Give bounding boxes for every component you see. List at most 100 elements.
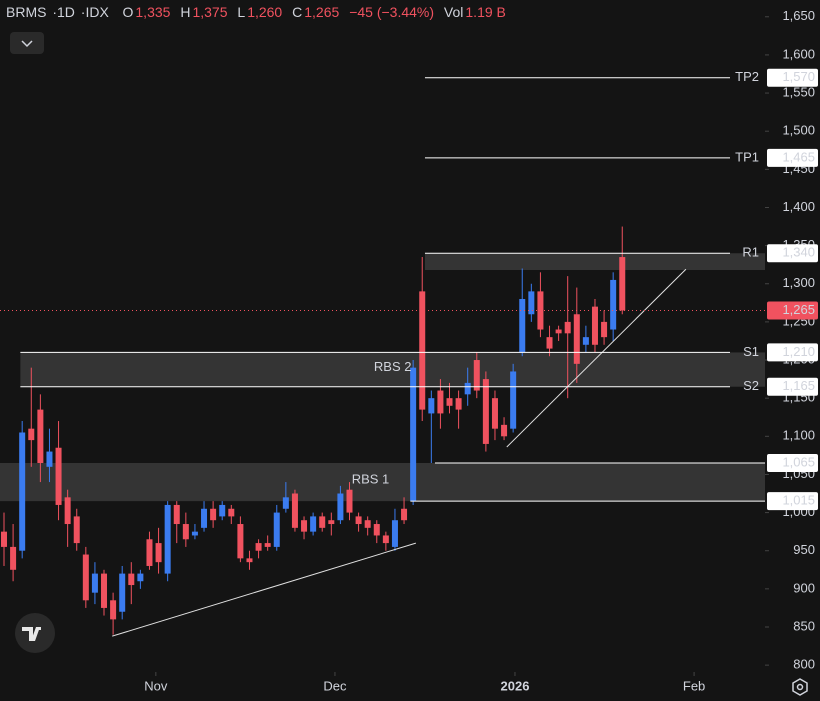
open-key: O xyxy=(122,4,134,20)
level-name: S2 xyxy=(743,378,759,393)
candle-body xyxy=(564,321,571,334)
open-value: 1,335 xyxy=(135,4,171,20)
candle-body xyxy=(591,306,598,345)
candle-body xyxy=(301,520,308,532)
collapse-button[interactable] xyxy=(10,32,44,54)
high-key: H xyxy=(180,4,191,20)
level-badge-label: 1,340 xyxy=(782,245,815,260)
candle-body xyxy=(319,516,326,528)
candle-body xyxy=(491,398,498,429)
candle-body xyxy=(473,360,480,391)
exchange: IDX xyxy=(77,4,109,20)
candle-body xyxy=(273,512,280,547)
candle-body xyxy=(28,428,35,441)
candle-body xyxy=(610,279,617,330)
candle-body xyxy=(337,493,344,521)
candle-body xyxy=(501,424,508,437)
candle-body xyxy=(419,291,426,410)
candle-body xyxy=(64,497,71,525)
candle-body xyxy=(146,539,153,566)
settings-icon[interactable] xyxy=(792,678,808,696)
y-tick-label: 1,500 xyxy=(782,123,815,138)
candle-body xyxy=(582,337,589,345)
y-tick-label: 1,400 xyxy=(782,199,815,214)
candle-body xyxy=(237,524,244,559)
level-name: TP2 xyxy=(735,69,759,84)
level-badge xyxy=(767,492,818,511)
candle-body xyxy=(173,504,180,525)
level-badge xyxy=(767,454,818,473)
candle-body xyxy=(246,558,253,563)
level-badge xyxy=(767,68,818,87)
level-badge-label: 1,210 xyxy=(782,344,815,359)
zone xyxy=(424,253,765,271)
candle-body xyxy=(119,573,126,612)
candle-body xyxy=(46,451,53,467)
close-value: 1,265 xyxy=(304,4,340,20)
symbol: BRMS xyxy=(6,4,47,20)
candle-body xyxy=(37,409,44,464)
candle-body xyxy=(355,516,362,525)
candle-body xyxy=(201,508,208,528)
candle-body xyxy=(82,554,89,601)
zone-label: RBS 2 xyxy=(374,359,412,374)
candle-body xyxy=(601,321,608,338)
level-badge xyxy=(767,244,818,263)
candle-body xyxy=(455,398,462,410)
candle-body xyxy=(482,379,489,444)
candle-body xyxy=(210,508,217,521)
candle-body xyxy=(1,531,8,547)
volume-value: 1.19 B xyxy=(465,4,506,20)
trendline xyxy=(506,268,687,448)
candle-body xyxy=(401,508,408,521)
low-value: 1,260 xyxy=(247,4,283,20)
legend-header: BRMS1DIDX O1,335 H1,375 L1,260 C1,265 −4… xyxy=(6,4,512,20)
candle-body xyxy=(101,573,108,608)
trendline xyxy=(112,542,417,637)
y-tick-label: 1,650 xyxy=(782,8,815,23)
y-tick-label: 1,550 xyxy=(782,84,815,99)
level-name: TP1 xyxy=(735,149,759,164)
y-tick-label: 950 xyxy=(793,542,815,557)
level-badge-label: 1,065 xyxy=(782,454,815,469)
candle-body xyxy=(310,516,317,532)
candle-body xyxy=(555,329,562,334)
close-key: C xyxy=(292,4,303,20)
last-price-badge xyxy=(767,301,818,320)
x-tick-label: Dec xyxy=(323,678,347,693)
y-tick-label: 1,100 xyxy=(782,428,815,443)
candle-body xyxy=(528,291,535,315)
level-badge xyxy=(767,148,818,167)
candle-body xyxy=(10,546,17,570)
y-tick-label: 850 xyxy=(793,618,815,633)
x-tick-label: Nov xyxy=(144,678,168,693)
x-tick-label: 2026 xyxy=(501,678,530,693)
candle-body xyxy=(55,447,62,505)
candle-body xyxy=(137,573,144,582)
candle-body xyxy=(619,257,626,311)
candle-body xyxy=(219,504,226,517)
candle-body xyxy=(510,371,517,429)
change: −45 (−3.44%) xyxy=(349,4,435,20)
candle-body xyxy=(546,337,553,349)
candle-body xyxy=(428,398,435,414)
candle-body xyxy=(264,543,271,547)
candle-body xyxy=(573,314,580,364)
candle-body xyxy=(291,493,298,528)
candle-body xyxy=(73,516,80,544)
candle-body xyxy=(437,390,444,414)
candle-body xyxy=(182,524,189,540)
zone xyxy=(0,463,765,502)
candle-body xyxy=(110,600,117,620)
zone xyxy=(20,352,766,387)
x-tick-label: Feb xyxy=(683,678,705,693)
level-badge xyxy=(767,343,818,362)
candle-body xyxy=(410,367,417,502)
y-tick-label: 1,300 xyxy=(782,275,815,290)
candle-body xyxy=(446,398,453,406)
level-badge-label: 1,465 xyxy=(782,149,815,164)
candle-body xyxy=(382,535,389,544)
candle-body xyxy=(328,520,335,525)
candle-body xyxy=(346,489,353,513)
